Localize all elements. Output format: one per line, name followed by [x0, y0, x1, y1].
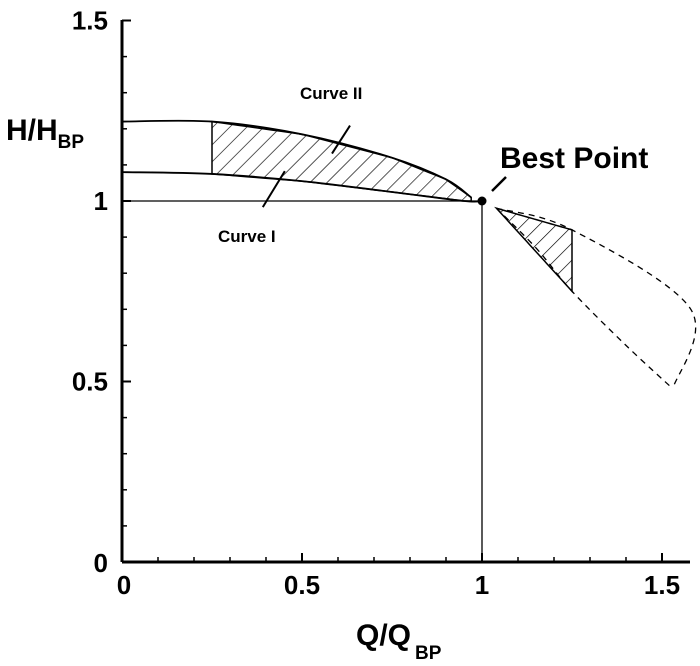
hatched-region-1	[211, 120, 472, 202]
axes	[120, 20, 690, 564]
best-point-marker	[477, 196, 487, 206]
x-tick-label: 1.5	[644, 570, 680, 600]
curve-ii-label: Curve II	[300, 84, 362, 103]
curve-ii-leader	[331, 125, 351, 155]
best-point-label: Best Point	[500, 142, 648, 175]
y-axis-title: H/HBP	[6, 114, 84, 153]
y-tick-label: 1	[94, 186, 108, 216]
curve-i-leader	[261, 170, 286, 208]
x-tick-label: 1	[475, 570, 489, 600]
x-tick-label: 0	[117, 570, 131, 600]
best-point-leader	[491, 176, 507, 192]
x-axis-title: Q/QBP	[356, 619, 442, 664]
series-line-dashed-boundary-2	[496, 207, 697, 389]
series-line-curve-i	[121, 171, 483, 203]
series-line-curve-ii	[121, 119, 472, 199]
y-tick-label: 1.5	[72, 6, 108, 36]
hatched-region-2	[494, 206, 573, 294]
series-lines	[121, 119, 697, 390]
annotations: Best Point Curve I Curve II	[218, 84, 648, 246]
series-line-dashed-boundary-3	[495, 207, 674, 390]
tick-labels: 0 0.5 1 1.5 0 0.5 1 1.5	[72, 6, 680, 601]
reference-lines	[122, 200, 483, 562]
x-tick-label: 0.5	[284, 570, 320, 600]
curve-i-label: Curve I	[218, 227, 276, 246]
axis-ticks	[121, 19, 663, 563]
y-tick-label: 0.5	[72, 367, 108, 397]
y-tick-label: 0	[94, 548, 108, 578]
